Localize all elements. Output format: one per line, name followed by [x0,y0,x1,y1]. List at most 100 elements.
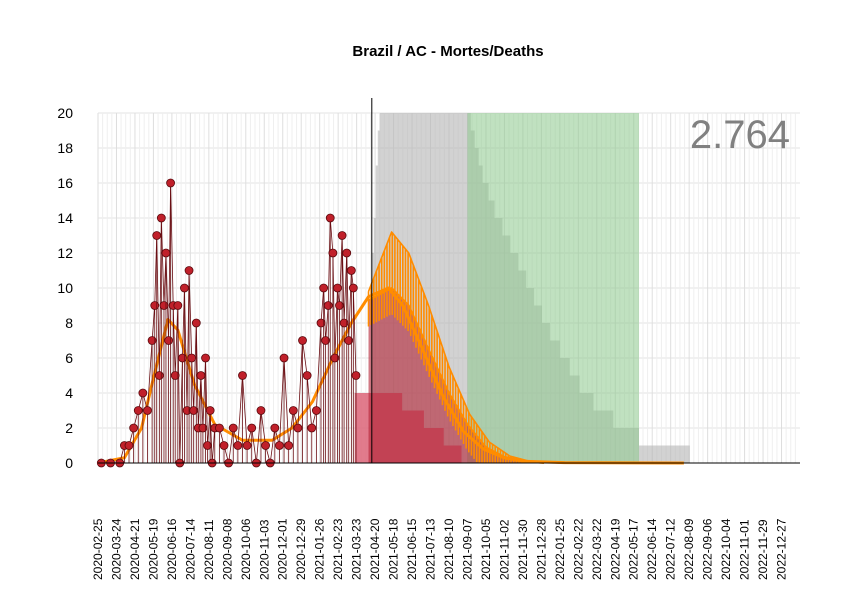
x-tick-label: 2021-08-10 [442,518,456,580]
observed-point [205,406,215,415]
observed-point [189,406,199,415]
observed-point [129,423,139,433]
x-tick-label: 2022-08-09 [682,518,696,580]
observed-point [339,318,349,328]
y-tick-label: 0 [65,455,73,471]
x-tick-label: 2022-05-17 [627,518,641,580]
x-tick-label: 2022-06-14 [645,518,659,580]
observed-point [270,423,280,433]
observed-point [293,423,303,433]
y-tick-label: 2 [65,420,73,436]
observed-point [154,371,164,380]
x-tick-label: 2021-10-05 [479,518,493,580]
x-tick-label: 2021-05-18 [387,518,401,580]
x-tick-label: 2021-11-30 [516,519,530,580]
observed-point [307,423,317,433]
observed-point [184,266,194,275]
x-tick-label: 2021-09-07 [460,518,474,580]
x-tick-label: 2022-12-27 [775,518,789,580]
observed-point [261,441,270,450]
axes [98,98,800,464]
observed-point [321,336,331,345]
observed-point [203,441,212,450]
observed-point [311,406,321,415]
x-tick-label: 2020-07-14 [183,518,197,580]
y-tick-label: 12 [57,245,73,261]
observed-point [275,441,284,450]
x-tick-label: 2021-06-15 [405,518,419,580]
observed-point [198,423,208,433]
observed-point [159,301,169,310]
observed-point [323,301,333,310]
y-tick-label: 18 [57,140,73,156]
observed-point [247,423,257,433]
observed-point [191,318,201,328]
observed-point [150,301,160,310]
observed-point [173,301,183,310]
observed-point [346,266,356,275]
x-tick-label: 2020-06-16 [165,518,179,580]
x-tick-label: 2020-09-08 [220,518,234,580]
x-tick-label: 2021-01-26 [313,518,327,580]
x-tick-label: 2020-12-29 [294,518,308,580]
observed-point [316,318,326,328]
observed-point [214,423,224,433]
x-tick-label: 2021-11-02 [497,519,511,580]
x-tick-label: 2021-07-13 [424,518,438,580]
x-tick-label: 2020-05-19 [146,518,160,580]
observed-point [337,231,347,240]
projection-mean-area [368,288,545,463]
y-tick-label: 14 [57,210,73,226]
band-2 [467,113,640,463]
observed-point [196,371,206,380]
observed-point [328,248,338,258]
x-tick-label: 2020-10-06 [239,518,253,580]
x-tick-label: 2022-01-25 [553,518,567,580]
y-tick-label: 6 [65,350,73,366]
observed-point [152,231,162,240]
observed-point [238,371,247,380]
x-tick-label: 2022-09-06 [701,518,715,580]
observed-point [333,283,342,293]
observed-point [335,301,344,310]
x-tick-label: 2022-02-22 [571,518,585,580]
x-tick-label: 2022-11-01 [738,519,752,580]
x-tick-label: 2021-03-23 [350,518,364,580]
observed-point [187,353,197,363]
observed-point [319,283,329,293]
y-tick-label: 20 [57,105,73,121]
observed-point [302,371,312,380]
projection-upper-line [367,231,560,464]
x-tick-label: 2020-04-21 [128,518,142,580]
y-tick-label: 10 [57,280,73,296]
x-tick-label: 2021-04-20 [368,518,382,580]
observed-point [279,353,289,363]
y-tick-label: 8 [65,315,73,331]
observed-point [228,423,238,433]
observed-point [242,441,252,450]
observed-point [164,336,173,345]
x-tick-label: 2022-10-04 [719,518,733,580]
observed-point [219,441,229,450]
observed-point [147,336,157,345]
observed-point [170,371,180,380]
x-tick-label: 2022-07-12 [664,518,678,580]
total-deaths-annotation: 2.764 [690,113,790,157]
observed-point [133,406,143,415]
observed-point [124,441,134,450]
observed-point [351,371,361,380]
y-axis-ticks: 0 2 4 6 8 10 12 14 16 18 20 [57,105,73,471]
observed-point [156,213,166,223]
observed-point [178,353,187,363]
x-axis-ticks: 2020-02-25 2020-03-24 2020-04-21 2020-05-19… [91,518,789,580]
observed-point [166,178,175,188]
x-tick-label: 2022-04-19 [608,518,622,580]
observed-point [143,406,152,415]
observed-point [138,388,148,398]
x-tick-label: 2020-12-01 [276,518,290,580]
observed-point [298,336,307,345]
chart-title: Brazil / AC - Mortes/Deaths [352,43,543,60]
x-tick-label: 2022-03-22 [590,518,604,580]
x-tick-label: 2020-08-11 [202,519,216,580]
y-tick-label: 16 [57,175,73,191]
